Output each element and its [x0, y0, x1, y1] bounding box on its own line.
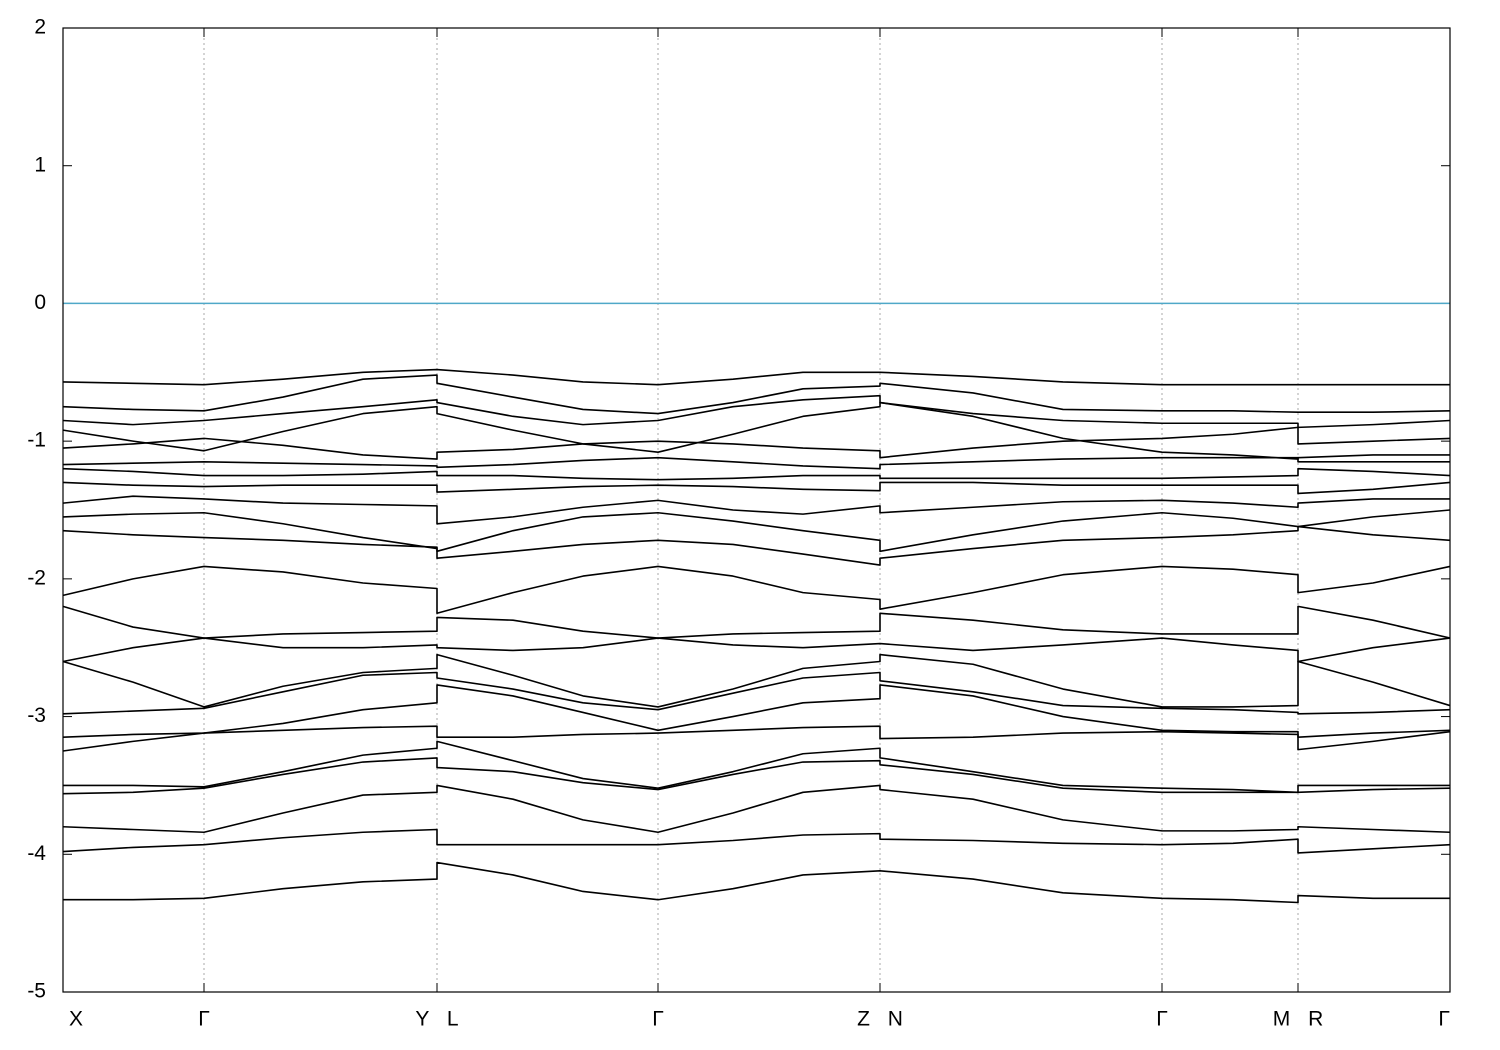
band-line — [62, 684, 1451, 739]
x-tick-label: Γ — [198, 1008, 210, 1031]
band-line — [62, 565, 1451, 615]
y-tick-label: -2 — [27, 566, 46, 589]
x-tick-label: Z N — [857, 1008, 903, 1031]
x-tick-label: Y L — [415, 1008, 458, 1031]
band-line — [62, 784, 1451, 834]
band-line — [62, 637, 1451, 663]
band-line — [63, 861, 1450, 904]
y-tick-label: -1 — [27, 429, 46, 452]
y-tick-label: -5 — [27, 980, 46, 1003]
band-line — [62, 605, 1451, 639]
band-line — [62, 467, 1451, 481]
band-line — [62, 401, 1450, 460]
x-tick-label: X — [69, 1008, 83, 1031]
y-tick-label: 2 — [34, 16, 46, 39]
plot-frame — [62, 27, 1451, 993]
x-tick-label: Γ — [1438, 1008, 1450, 1031]
band-line — [62, 426, 1451, 460]
y-tick-label: 0 — [34, 291, 46, 314]
x-tick-label: Γ — [1156, 1008, 1168, 1031]
band-line — [62, 828, 1451, 854]
y-tick-label: -4 — [27, 842, 46, 865]
y-tick-label: 1 — [34, 153, 46, 176]
band-line — [62, 374, 1451, 415]
band-line — [62, 653, 1451, 708]
band-line — [62, 456, 1450, 470]
x-tick-label: M R — [1273, 1008, 1324, 1031]
band-line — [62, 509, 1451, 553]
band-line — [62, 495, 1450, 525]
y-tick-label: -3 — [27, 704, 46, 727]
x-tick-label: Γ — [652, 1008, 664, 1031]
band-line — [63, 740, 1450, 794]
band-line — [62, 368, 1450, 386]
band-line — [62, 757, 1451, 795]
band-line — [62, 394, 1451, 429]
band-line — [62, 525, 1451, 566]
band-line — [62, 671, 1451, 715]
band-line — [62, 481, 1451, 495]
band-line — [62, 725, 1451, 752]
